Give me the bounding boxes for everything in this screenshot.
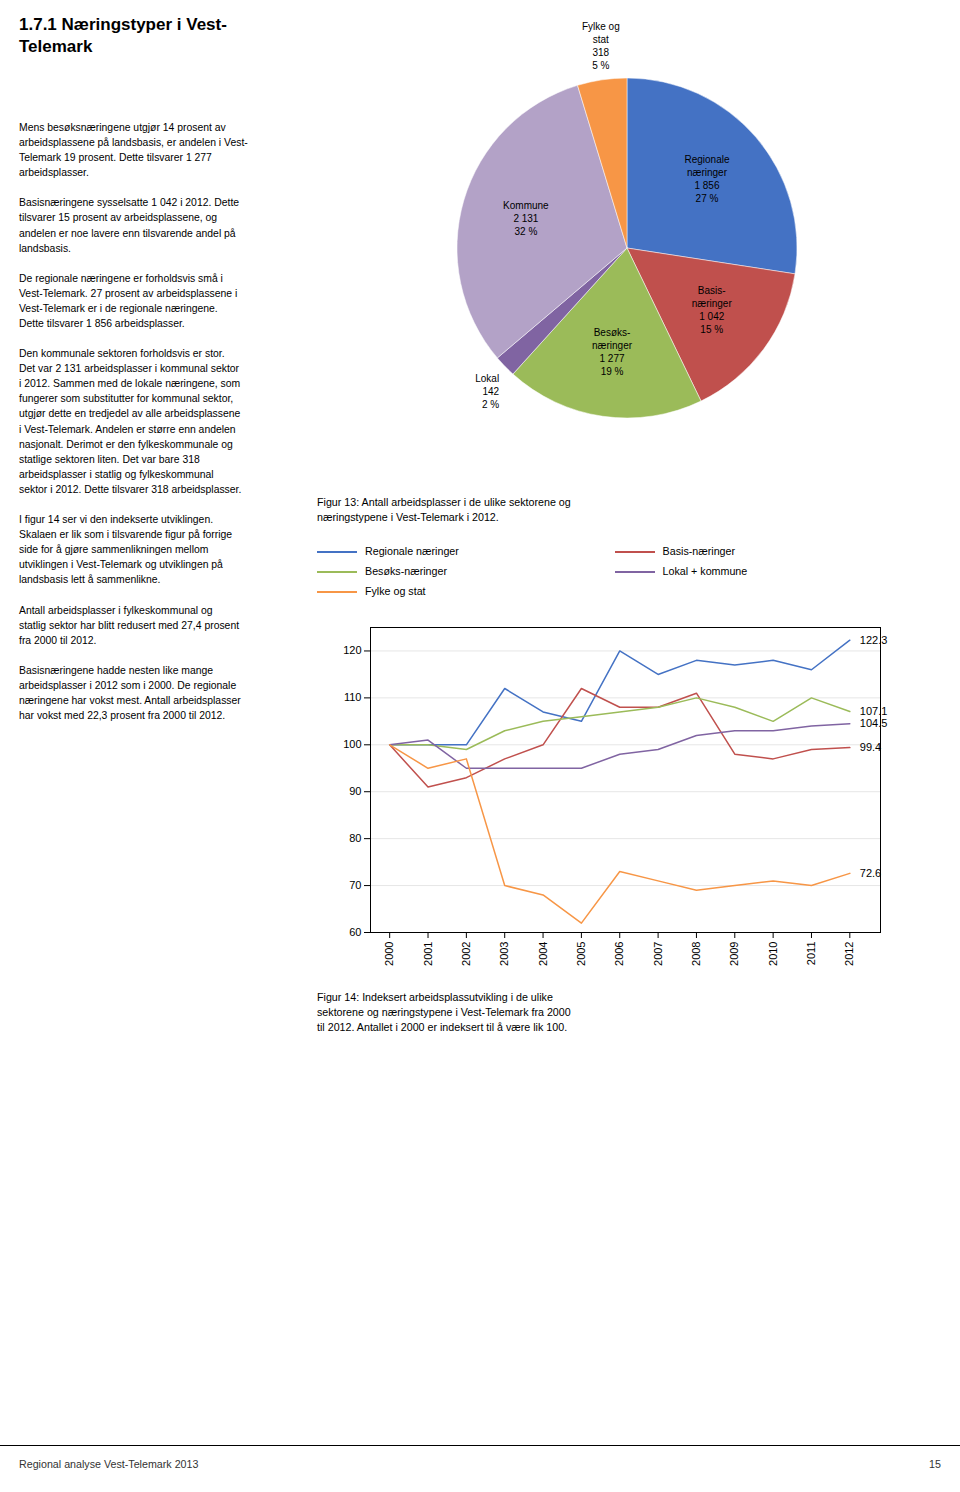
- svg-text:107.1: 107.1: [860, 705, 888, 717]
- svg-text:Basis-næringer1 04215 %: Basis-næringer1 04215 %: [692, 285, 733, 335]
- svg-text:2001: 2001: [422, 942, 434, 966]
- html-text:Regional analyse Vest-Telemark: Regional analyse Vest-Telemark 2013: [19, 1458, 199, 1470]
- svg-text:Besøks-næringer1 27719 %: Besøks-næringer1 27719 %: [592, 327, 633, 377]
- svg-text:120: 120: [343, 644, 361, 656]
- svg-text:2003: 2003: [498, 942, 510, 966]
- svg-text:100: 100: [343, 738, 361, 750]
- svg-text:2007: 2007: [652, 942, 664, 966]
- html-text:Mens besøksnæringene utgjør 14: Mens besøksnæringene utgjør 14 prosent a…: [19, 122, 248, 721]
- html-text:Lokal + kommune: Lokal + kommune: [662, 565, 748, 577]
- html-text:1.7.1 Næringstyper i Vest- Tel: 1.7.1 Næringstyper i Vest- Telemark: [19, 15, 227, 57]
- svg-text:90: 90: [349, 785, 361, 797]
- svg-text:Lokal1422 %: Lokal1422 %: [475, 373, 499, 410]
- svg-text:60: 60: [349, 926, 361, 938]
- svg-text:80: 80: [349, 832, 361, 844]
- html-text:Basis-næringer: Basis-næringer: [662, 545, 736, 557]
- svg-text:104.5: 104.5: [860, 717, 888, 729]
- svg-text:2002: 2002: [460, 942, 472, 966]
- html-text:Figur 13: Antall arbeidsplasse: Figur 13: Antall arbeidsplasser i de uli…: [317, 496, 571, 523]
- svg-text:70: 70: [349, 879, 361, 891]
- svg-text:2008: 2008: [690, 942, 702, 966]
- html-text:Besøks-næringer: Besøks-næringer: [365, 565, 447, 577]
- svg-text:2004: 2004: [537, 942, 549, 966]
- svg-text:99.4: 99.4: [860, 741, 881, 753]
- svg-text:Regionalenæringer1 85627 %: Regionalenæringer1 85627 %: [684, 154, 729, 204]
- svg-text:2012: 2012: [843, 942, 855, 966]
- html-text:Regionale næringer: Regionale næringer: [365, 545, 459, 557]
- svg-text:122.3: 122.3: [860, 634, 888, 646]
- html-text:Fylke og stat: Fylke og stat: [365, 585, 426, 597]
- svg-text:110: 110: [344, 691, 362, 703]
- html-text:15: 15: [929, 1458, 941, 1470]
- svg-text:2000: 2000: [383, 942, 395, 966]
- svg-text:2010: 2010: [767, 942, 779, 966]
- svg-text:2009: 2009: [728, 942, 740, 966]
- svg-text:Kommune2 13132 %: Kommune2 13132 %: [503, 200, 549, 237]
- svg-text:72.6: 72.6: [860, 867, 881, 879]
- svg-text:2005: 2005: [575, 942, 587, 966]
- svg-text:2006: 2006: [613, 942, 625, 966]
- svg-text:2011: 2011: [805, 942, 817, 966]
- svg-text:Fylke ogstat3185 %: Fylke ogstat3185 %: [582, 21, 620, 71]
- html-text:Figur 14: Indeksert arbeidspla: Figur 14: Indeksert arbeidsplassutviklin…: [317, 991, 571, 1033]
